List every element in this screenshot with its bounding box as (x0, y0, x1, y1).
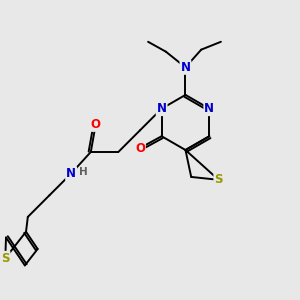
Text: N: N (181, 61, 190, 74)
Text: S: S (1, 252, 10, 265)
Text: O: O (135, 142, 145, 154)
Text: S: S (214, 173, 223, 186)
Text: H: H (79, 167, 88, 177)
Text: O: O (91, 118, 101, 131)
Text: N: N (157, 102, 166, 115)
Text: N: N (66, 167, 76, 180)
Text: N: N (204, 102, 214, 115)
